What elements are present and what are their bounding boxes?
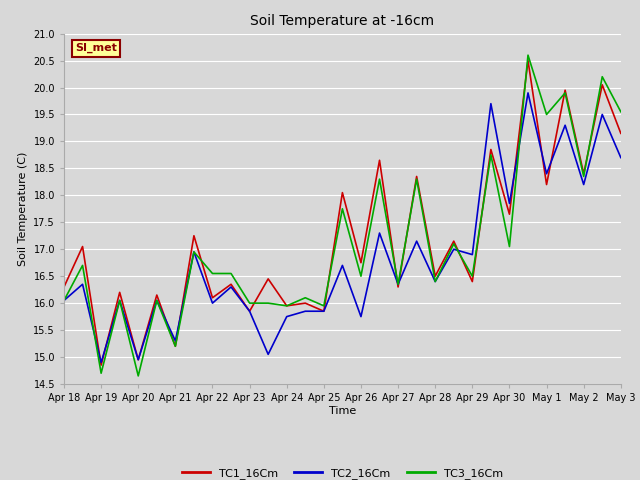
Title: Soil Temperature at -16cm: Soil Temperature at -16cm <box>250 14 435 28</box>
Text: SI_met: SI_met <box>75 43 117 53</box>
X-axis label: Time: Time <box>329 406 356 416</box>
Legend: TC1_16Cm, TC2_16Cm, TC3_16Cm: TC1_16Cm, TC2_16Cm, TC3_16Cm <box>177 464 508 480</box>
Y-axis label: Soil Temperature (C): Soil Temperature (C) <box>18 152 28 266</box>
